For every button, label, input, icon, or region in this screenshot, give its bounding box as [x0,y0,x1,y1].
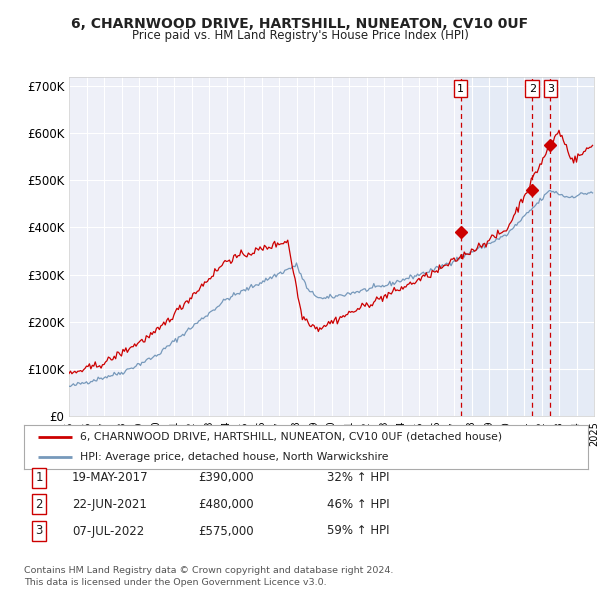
Text: 1: 1 [35,471,43,484]
Text: 2: 2 [529,84,536,94]
Text: 32% ↑ HPI: 32% ↑ HPI [327,471,389,484]
Text: 2: 2 [35,498,43,511]
Text: 3: 3 [547,84,554,94]
Text: 07-JUL-2022: 07-JUL-2022 [72,525,144,537]
Text: £480,000: £480,000 [198,498,254,511]
Text: 1: 1 [457,84,464,94]
Text: £390,000: £390,000 [198,471,254,484]
Text: 6, CHARNWOOD DRIVE, HARTSHILL, NUNEATON, CV10 0UF (detached house): 6, CHARNWOOD DRIVE, HARTSHILL, NUNEATON,… [80,432,503,442]
Text: 3: 3 [35,525,43,537]
Text: £575,000: £575,000 [198,525,254,537]
Text: 6, CHARNWOOD DRIVE, HARTSHILL, NUNEATON, CV10 0UF: 6, CHARNWOOD DRIVE, HARTSHILL, NUNEATON,… [71,17,529,31]
Text: 46% ↑ HPI: 46% ↑ HPI [327,498,389,511]
Text: 19-MAY-2017: 19-MAY-2017 [72,471,149,484]
Text: 22-JUN-2021: 22-JUN-2021 [72,498,147,511]
Bar [461,77,594,416]
Text: Price paid vs. HM Land Registry's House Price Index (HPI): Price paid vs. HM Land Registry's House … [131,29,469,42]
Text: 59% ↑ HPI: 59% ↑ HPI [327,525,389,537]
Text: HPI: Average price, detached house, North Warwickshire: HPI: Average price, detached house, Nort… [80,452,389,462]
Text: Contains HM Land Registry data © Crown copyright and database right 2024.
This d: Contains HM Land Registry data © Crown c… [24,566,394,587]
